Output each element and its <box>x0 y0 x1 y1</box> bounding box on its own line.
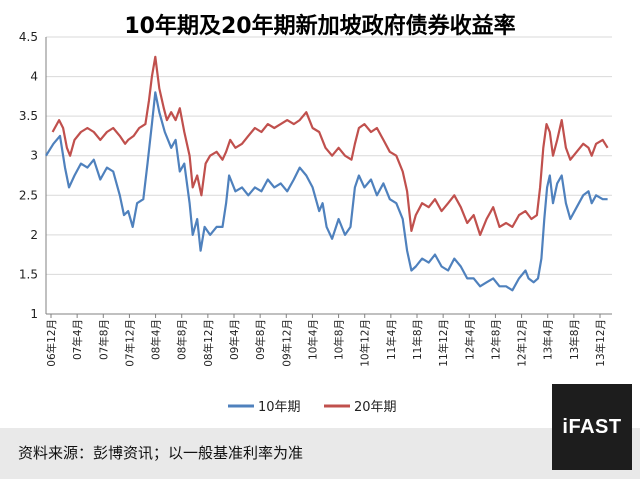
x-tick-label: 07年12月 <box>123 319 136 367</box>
x-tick-label: 07年8月 <box>97 319 110 360</box>
y-tick-label: 2.5 <box>19 188 38 202</box>
y-tick-label: 3.5 <box>19 109 38 123</box>
chart-title: 10年期及20年期新加坡政府债券收益率 <box>124 14 516 39</box>
x-tick-label: 09年8月 <box>254 319 267 360</box>
x-tick-label: 10年4月 <box>306 319 319 360</box>
source-footer: 资料来源：彭博资讯；以一般基准利率为准 <box>0 428 640 479</box>
y-tick-label: 1.5 <box>19 267 38 281</box>
y-tick-label: 4 <box>30 70 38 84</box>
series-line-10y <box>45 91 608 292</box>
y-tick-label: 2 <box>30 228 38 242</box>
x-tick-label: 08年12月 <box>202 319 215 367</box>
x-tick-label: 11年8月 <box>411 319 424 360</box>
x-tick-label: 07年4月 <box>71 319 84 360</box>
x-tick-label: 11年12月 <box>437 319 450 367</box>
x-tick-label: 13年8月 <box>568 319 581 360</box>
x-tick-label: 08年8月 <box>176 319 189 360</box>
legend-label: 10年期 <box>258 400 301 415</box>
y-tick-label: 4.5 <box>19 30 38 44</box>
legend-label: 20年期 <box>354 400 397 415</box>
x-tick-label: 11年4月 <box>385 319 398 360</box>
x-tick-label: 13年4月 <box>542 319 555 360</box>
source-note: 资料来源：彭博资讯；以一般基准利率为准 <box>18 444 304 462</box>
y-tick-label: 1 <box>30 307 38 321</box>
x-tick-label: 12年12月 <box>516 319 529 367</box>
x-tick-label: 10年12月 <box>359 319 372 367</box>
y-tick-label: 3 <box>30 149 38 163</box>
x-tick-label: 12年4月 <box>463 319 476 360</box>
x-tick-label: 13年12月 <box>594 319 607 367</box>
x-tick-label: 08年4月 <box>150 319 163 360</box>
x-tick-label: 06年12月 <box>45 319 58 367</box>
series-line-20y <box>51 55 609 236</box>
x-tick-label: 09年4月 <box>228 319 241 360</box>
x-tick-label: 12年8月 <box>489 319 502 360</box>
x-tick-label: 09年12月 <box>280 319 293 367</box>
x-tick-label: 10年8月 <box>333 319 346 360</box>
ifast-logo: iFAST <box>552 384 632 470</box>
